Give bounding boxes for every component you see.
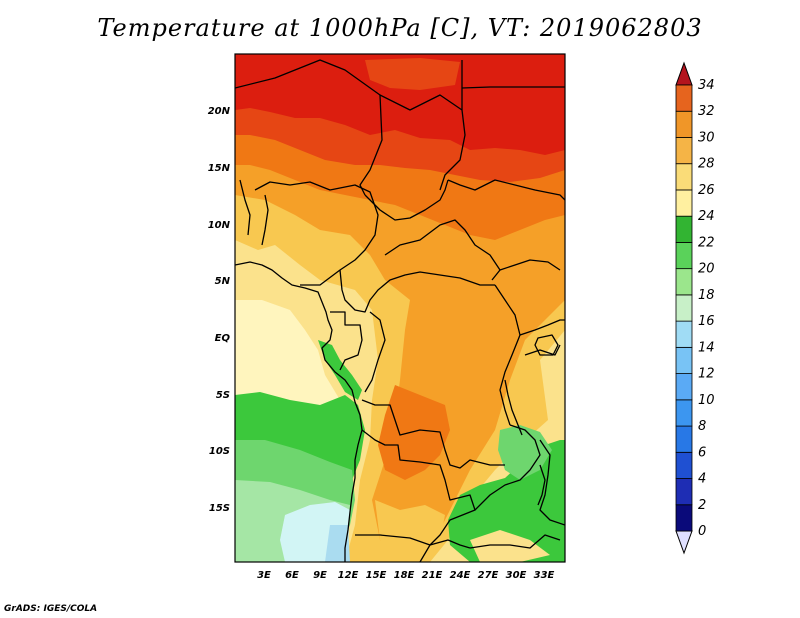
colorbar-label: 26 — [698, 183, 715, 198]
colorbar-box — [675, 504, 693, 532]
border-zambia — [474, 424, 541, 511]
colorbar-label: 30 — [698, 130, 715, 145]
border-sudan — [447, 179, 565, 201]
lat-label: EQ — [215, 333, 231, 344]
colorbar-label: 32 — [698, 104, 715, 119]
lon-label: 30E — [506, 570, 527, 581]
border-angola — [361, 429, 476, 562]
lon-label: 12E — [338, 570, 359, 581]
border-west-1 — [239, 179, 251, 236]
lon-label: 24E — [450, 570, 471, 581]
colorbar-label: 20 — [698, 262, 715, 277]
colorbar-box — [675, 451, 693, 479]
colorbar-label: 28 — [698, 157, 715, 172]
lat-label: 5N — [215, 276, 231, 287]
lon-label: 15E — [366, 570, 387, 581]
lat-label: 20N — [208, 106, 231, 117]
border-ss — [499, 259, 561, 271]
field-south-26 — [375, 500, 445, 555]
lon-label: 9E — [313, 570, 327, 581]
colorbar-box — [675, 110, 693, 138]
colorbar-label: 22 — [698, 235, 715, 250]
lat-label: 10S — [209, 446, 230, 457]
lat-label: 10N — [208, 220, 231, 231]
border-drc-east — [494, 284, 521, 426]
lat-label: 15S — [209, 503, 230, 514]
border-cameroon — [339, 269, 495, 313]
lon-label: 33E — [534, 570, 555, 581]
border-gabon — [330, 311, 363, 371]
colorbar-box — [675, 373, 693, 401]
border-car — [384, 219, 501, 281]
border-chad — [364, 179, 449, 221]
lon-label: 3E — [257, 570, 271, 581]
field-se-lightgreen — [498, 425, 552, 480]
colorbar-label: 16 — [698, 314, 715, 329]
colorbar-label: 8 — [698, 419, 706, 434]
lon-label: 6E — [285, 570, 299, 581]
border-congo — [364, 311, 386, 393]
field-ocean-12 — [325, 525, 350, 562]
lon-label: 18E — [394, 570, 415, 581]
border-zim — [469, 534, 561, 549]
lat-label: 15N — [208, 163, 231, 174]
border-west-2 — [261, 194, 269, 246]
colorbar-box — [675, 242, 693, 270]
colorbar-label: 0 — [698, 524, 706, 539]
colorbar-box — [675, 294, 693, 322]
colorbar-label: 4 — [698, 472, 706, 487]
colorbar-label: 12 — [698, 367, 715, 382]
credit-label: GrADS: IGES/COLA — [4, 604, 98, 614]
temperature-field — [235, 54, 565, 562]
colorbar-box — [675, 478, 693, 506]
colorbar-box — [675, 268, 693, 296]
lat-axis: 20N 15N 10N 5N EQ 5S 10S 15S — [208, 106, 231, 514]
field-32-patch — [365, 58, 460, 90]
coastline-west — [235, 261, 363, 562]
lon-label: 27E — [478, 570, 499, 581]
colorbar-box — [675, 399, 693, 427]
country-borders — [235, 59, 565, 562]
border-angola-2 — [355, 534, 431, 546]
field-30-basin — [378, 385, 450, 480]
plot-frame — [234, 53, 566, 563]
colorbar-box — [675, 215, 693, 243]
colorbar-label: 18 — [698, 288, 715, 303]
border-malawi — [539, 439, 565, 526]
border-north-1 — [461, 86, 565, 89]
lake-victoria — [534, 334, 559, 356]
border-east — [519, 319, 565, 336]
colorbar-box — [675, 320, 693, 348]
colorbar-label: 24 — [698, 209, 715, 224]
colorbar-over-arrow — [675, 61, 693, 86]
colorbar-box — [675, 425, 693, 453]
colorbar-box — [675, 137, 693, 165]
colorbar-label: 2 — [698, 498, 706, 513]
border-drc-south — [361, 399, 505, 469]
border-south — [429, 539, 471, 549]
colorbar-label: 6 — [698, 445, 706, 460]
border-east-2 — [524, 344, 561, 356]
lon-label: 21E — [422, 570, 443, 581]
colorbar-box — [675, 84, 693, 112]
colorbar-label: 14 — [698, 340, 715, 355]
colorbar-box — [675, 346, 693, 374]
colorbar-under-arrow — [675, 530, 693, 555]
colorbar-label: 34 — [698, 78, 715, 93]
lake-tanganyika — [504, 379, 523, 436]
map-title: Temperature at 1000hPa [C], VT: 20190628… — [97, 14, 703, 42]
border-sahara-1 — [235, 59, 466, 191]
colorbar-label: 10 — [698, 393, 715, 408]
lon-axis: 3E 6E 9E 12E 15E 18E 21E 24E 27E 30E 33E — [257, 570, 554, 581]
colorbar-box — [675, 189, 693, 217]
field-se-yellow — [470, 530, 550, 562]
colorbar-box — [675, 163, 693, 191]
lake-malawi — [537, 464, 546, 506]
lat-label: 5S — [216, 390, 230, 401]
